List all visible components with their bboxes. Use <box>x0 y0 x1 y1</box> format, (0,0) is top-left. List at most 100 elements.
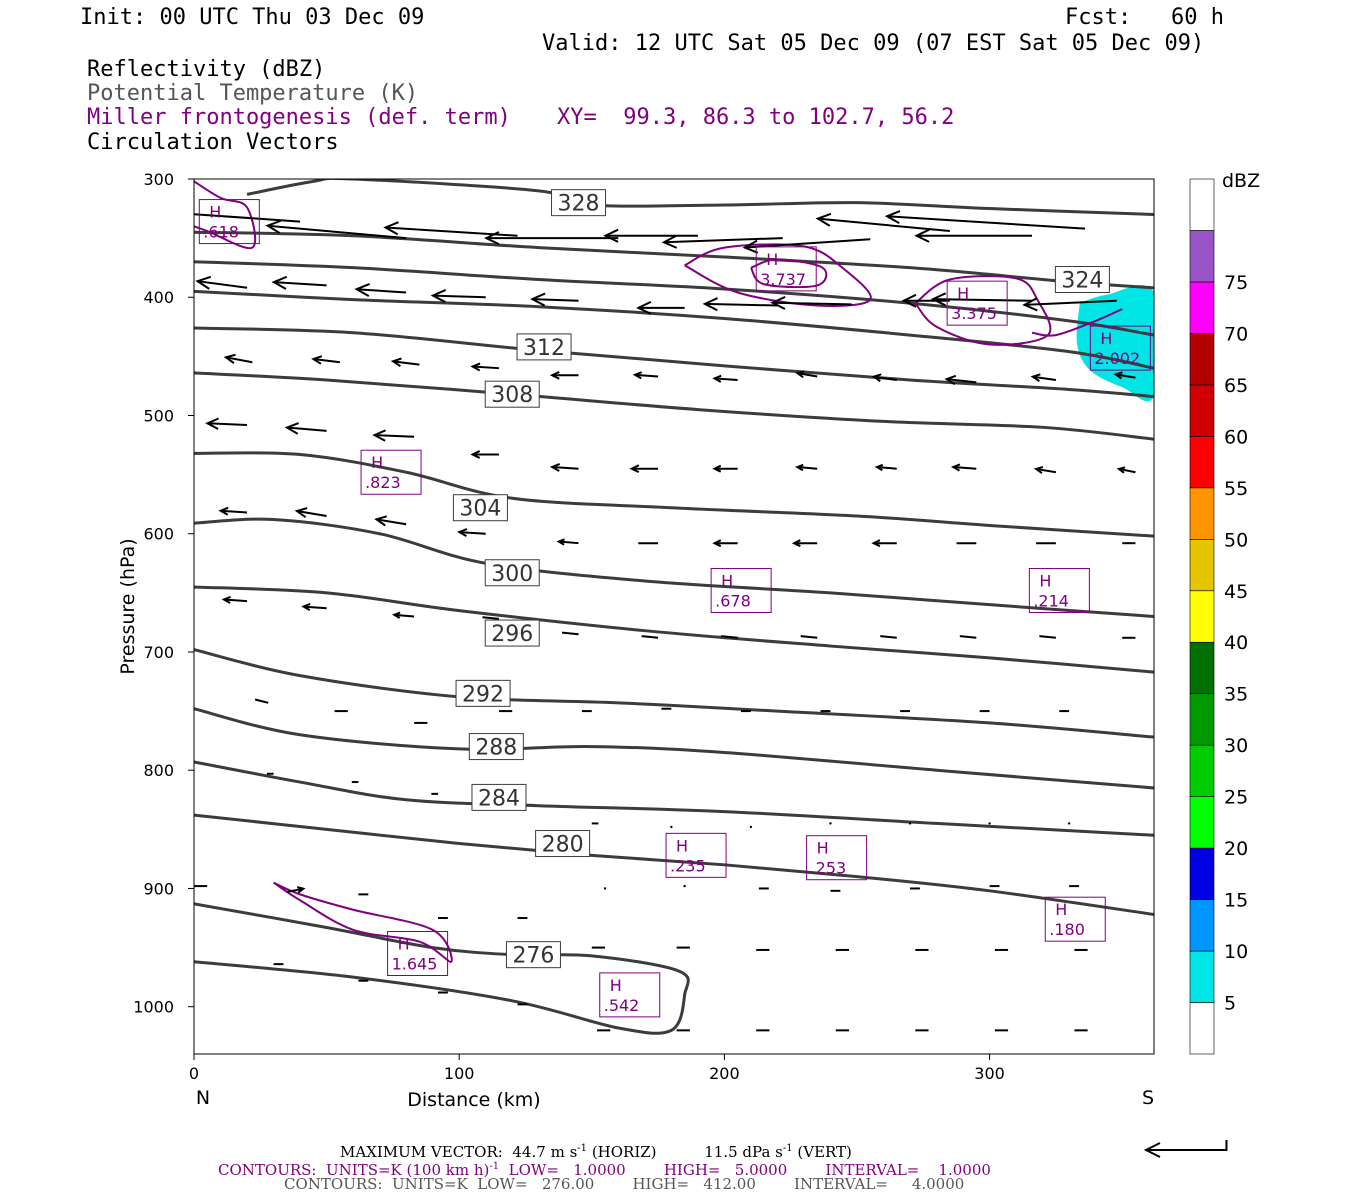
colorbar-segment-15 <box>1189 230 1215 283</box>
vector-shaft <box>797 372 818 378</box>
x-tick-label-100: 100 <box>444 1064 475 1083</box>
colorbar-segment-9 <box>1189 538 1215 592</box>
theta-label-288: 288 <box>475 736 517 761</box>
vector-shaft <box>197 280 248 289</box>
y-tick-label-500: 500 <box>143 406 174 425</box>
theta-contour-312 <box>194 326 1154 399</box>
vector-35 <box>205 417 248 430</box>
vector-62 <box>482 616 500 620</box>
max-vector-key <box>1143 1140 1228 1158</box>
vector-head <box>632 371 643 380</box>
fgen-max-value-2: 3.737 <box>760 270 806 289</box>
theta-contours <box>194 179 1154 1035</box>
colorbar-label-5: 5 <box>1224 993 1236 1015</box>
vector-shaft <box>946 378 977 384</box>
vector-43 <box>874 463 897 472</box>
vector-shaft <box>356 288 407 294</box>
vector-head <box>549 463 561 472</box>
theta-contour-300 <box>194 517 1154 618</box>
vector-60 <box>301 602 327 612</box>
vector-10 <box>914 228 1033 243</box>
vector-33 <box>1030 373 1057 382</box>
theta-contour-296 <box>194 585 1154 674</box>
vector-head <box>930 292 947 307</box>
colorbar-segment-5 <box>1189 744 1215 797</box>
vector-shaft <box>223 598 248 603</box>
colorbar-label-60: 60 <box>1224 426 1248 448</box>
vector-dot <box>988 822 991 825</box>
vector-shaft <box>873 375 897 382</box>
vector-shaft <box>880 635 897 639</box>
fgen-max-box-6 <box>710 567 772 613</box>
colorbar: 5 10 15 20 25 30 35 40 45 50 55 60 65 70 75 dBZ <box>1189 170 1260 1055</box>
fgen-max-box-11 <box>387 930 449 976</box>
vector-head <box>712 539 722 548</box>
theta-label-308: 308 <box>491 383 533 408</box>
fgen-max-value-10: .180 <box>1049 920 1085 939</box>
vector-head <box>636 300 652 315</box>
theta-contour-284 <box>194 760 1154 837</box>
vector-99 <box>683 884 686 888</box>
vector-shaft <box>634 373 659 378</box>
colorbar-label-55: 55 <box>1224 478 1248 500</box>
fgen-max-value-9: .253 <box>811 859 847 878</box>
vector-head <box>484 231 500 246</box>
vector-14 <box>354 283 407 297</box>
vector-dot <box>749 825 753 829</box>
vector-head <box>374 515 388 527</box>
y-tick-label-300: 300 <box>143 170 174 189</box>
theta-label-box-280 <box>535 830 591 858</box>
vector-head <box>194 207 195 210</box>
fgen-max-value-12: .542 <box>604 996 640 1015</box>
theta-contour-288 <box>194 707 1154 790</box>
vector-head <box>392 611 401 619</box>
field-vectors: Circulation Vectors <box>87 130 339 155</box>
vector-shaft <box>704 302 778 307</box>
theta-label-312: 312 <box>523 336 565 361</box>
vector-head <box>354 283 371 297</box>
max-vector-label: MAXIMUM VECTOR: <box>340 1143 503 1161</box>
colorbar-label-65: 65 <box>1224 375 1248 397</box>
vector-19 <box>770 295 852 310</box>
fgen-max-h-11: H <box>398 934 410 953</box>
vector-head <box>1022 297 1038 312</box>
vector-71 <box>254 698 269 704</box>
y-tick-label-700: 700 <box>143 643 174 662</box>
theta-label-box-292 <box>455 679 511 707</box>
theta-contour-292 <box>194 648 1154 739</box>
vector-63 <box>561 631 579 636</box>
plot-frame <box>193 178 1155 1055</box>
vector-37 <box>372 429 415 442</box>
vector-head <box>62 228 75 240</box>
vector-shaft <box>558 540 579 545</box>
vector-head <box>795 463 804 472</box>
vector-1 <box>62 226 195 240</box>
fgen-max-value-8: .235 <box>670 856 706 875</box>
vector-41 <box>712 464 738 473</box>
fgen-max-h-10: H <box>1055 900 1067 919</box>
vector-head <box>791 539 801 548</box>
theta-contour-labels: 276 280 284 288 292 296 300 304 308 312 324 328 <box>452 189 1110 969</box>
x-tick-label-0: 0 <box>189 1064 199 1083</box>
vector-30 <box>795 370 818 379</box>
vector-head <box>470 362 481 372</box>
vector-head <box>383 221 399 236</box>
vector-94 <box>286 886 306 894</box>
vector-98 <box>603 887 607 890</box>
vector-shaft <box>1024 299 1117 306</box>
vector-shaft <box>459 531 486 535</box>
colorbar-label-30: 30 <box>1224 735 1248 757</box>
footer-contours-theta: CONTOURS: UNITS=K LOW= 276.00 HIGH= 412.… <box>284 1175 965 1193</box>
vector-shaft <box>876 466 897 470</box>
vector-shaft <box>273 281 327 287</box>
vector-head <box>901 293 917 308</box>
vector-40 <box>629 464 659 474</box>
vector-42 <box>795 463 818 472</box>
fgen-max-h-5: H <box>371 453 383 472</box>
vector-8 <box>742 238 871 254</box>
vector-shaft <box>392 360 420 366</box>
vector-shaft <box>194 226 195 228</box>
vector-44 <box>950 463 977 472</box>
vector-49 <box>374 515 407 527</box>
vector-head <box>629 464 640 474</box>
